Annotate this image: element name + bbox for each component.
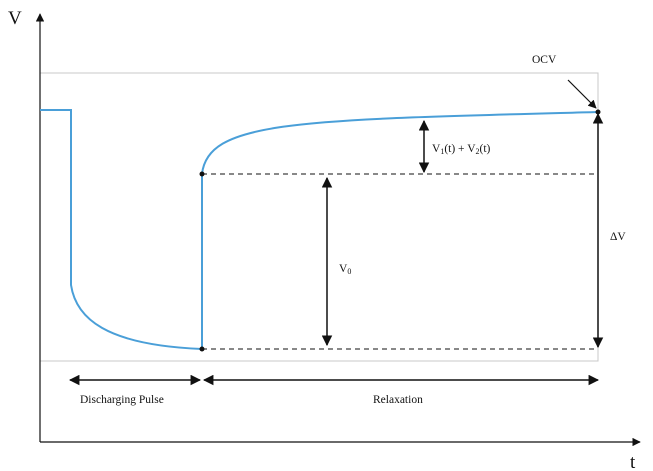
- point-min: [199, 346, 205, 352]
- delta-v-label: ΔV: [610, 231, 626, 243]
- ocv-label: OCV: [532, 54, 557, 66]
- x-axis-label: t: [630, 452, 636, 471]
- discharging-pulse-label: Discharging Pulse: [80, 394, 164, 406]
- y-axis-label: V: [8, 8, 22, 29]
- relaxation-label: Relaxation: [373, 394, 423, 406]
- plot-frame: [39, 72, 599, 362]
- point-ocv: [595, 109, 601, 115]
- voltage-curve: [40, 109, 599, 351]
- v0-label: V0: [339, 263, 351, 276]
- v1v2-label: V1(t) + V2(t): [432, 143, 491, 156]
- ocv-arrow: [567, 79, 597, 109]
- point-jump: [199, 171, 205, 177]
